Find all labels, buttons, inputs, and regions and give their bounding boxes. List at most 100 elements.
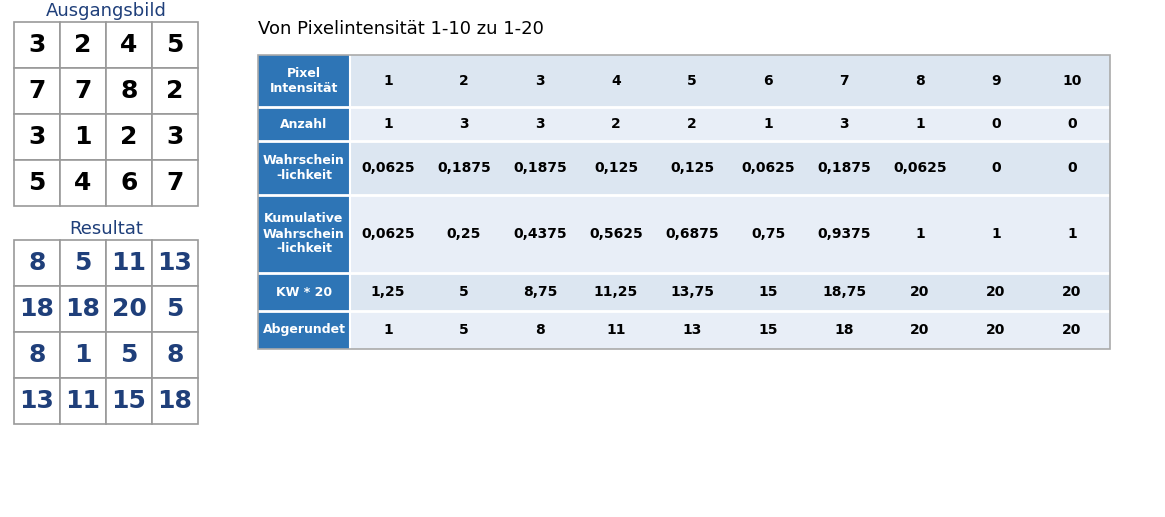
Bar xyxy=(257,195,349,273)
Bar xyxy=(350,311,426,349)
Text: KW * 20: KW * 20 xyxy=(276,285,332,298)
Text: 3: 3 xyxy=(839,117,849,131)
Bar xyxy=(61,286,106,332)
Text: 13: 13 xyxy=(157,251,192,275)
Bar xyxy=(151,332,198,378)
Bar xyxy=(730,107,806,141)
Text: 20: 20 xyxy=(910,323,930,337)
Bar xyxy=(730,55,806,107)
Bar xyxy=(151,286,198,332)
Text: 3: 3 xyxy=(535,117,545,131)
Text: 6: 6 xyxy=(763,74,772,88)
Text: 11: 11 xyxy=(112,251,147,275)
Bar xyxy=(730,273,806,311)
Bar xyxy=(578,141,654,195)
Bar xyxy=(654,107,730,141)
Text: 20: 20 xyxy=(910,285,930,299)
Bar xyxy=(14,240,61,286)
Text: Abgerundet: Abgerundet xyxy=(262,324,346,337)
Text: 0,9375: 0,9375 xyxy=(818,227,870,241)
Text: 1: 1 xyxy=(916,227,925,241)
Text: 0,1875: 0,1875 xyxy=(817,161,871,175)
Bar xyxy=(1035,107,1110,141)
Bar xyxy=(502,195,578,273)
Bar xyxy=(578,107,654,141)
Bar xyxy=(257,141,349,195)
Text: 5: 5 xyxy=(28,171,45,195)
Bar xyxy=(257,311,349,349)
Bar xyxy=(806,311,882,349)
Bar xyxy=(806,195,882,273)
Bar xyxy=(61,240,106,286)
Bar xyxy=(106,68,151,114)
Text: 0: 0 xyxy=(1067,117,1076,131)
Text: 1: 1 xyxy=(383,117,393,131)
Text: 13: 13 xyxy=(20,389,55,413)
Text: 4: 4 xyxy=(612,74,621,88)
Text: 15: 15 xyxy=(112,389,147,413)
Text: Ausgangsbild: Ausgangsbild xyxy=(45,2,167,20)
Text: 0,1875: 0,1875 xyxy=(437,161,490,175)
Bar xyxy=(1035,55,1110,107)
Text: 13: 13 xyxy=(683,323,701,337)
Text: 7: 7 xyxy=(75,79,92,103)
Bar xyxy=(730,195,806,273)
Text: 2: 2 xyxy=(167,79,184,103)
Text: 11: 11 xyxy=(606,323,626,337)
Bar xyxy=(654,55,730,107)
Bar xyxy=(578,55,654,107)
Text: 18,75: 18,75 xyxy=(822,285,866,299)
Bar xyxy=(426,107,502,141)
Bar xyxy=(106,332,151,378)
Text: 8,75: 8,75 xyxy=(523,285,557,299)
Text: 7: 7 xyxy=(167,171,184,195)
Bar xyxy=(730,311,806,349)
Text: 4: 4 xyxy=(120,33,137,57)
Bar xyxy=(426,55,502,107)
Text: 0,0625: 0,0625 xyxy=(361,161,415,175)
Text: 2: 2 xyxy=(75,33,92,57)
Bar xyxy=(151,160,198,206)
Text: 3: 3 xyxy=(167,125,184,149)
Bar xyxy=(106,160,151,206)
Bar xyxy=(882,107,958,141)
Bar xyxy=(61,378,106,424)
Bar xyxy=(257,55,349,107)
Text: 8: 8 xyxy=(535,323,545,337)
Bar xyxy=(106,22,151,68)
Bar xyxy=(151,22,198,68)
Text: Anzahl: Anzahl xyxy=(281,117,327,130)
Text: Von Pixelintensität 1-10 zu 1-20: Von Pixelintensität 1-10 zu 1-20 xyxy=(257,20,544,38)
Text: 8: 8 xyxy=(120,79,137,103)
Text: 5: 5 xyxy=(459,323,468,337)
Bar xyxy=(882,273,958,311)
Bar xyxy=(502,311,578,349)
Text: 7: 7 xyxy=(28,79,45,103)
Text: 0,75: 0,75 xyxy=(751,227,785,241)
Bar xyxy=(61,22,106,68)
Text: 2: 2 xyxy=(459,74,468,88)
Text: 1,25: 1,25 xyxy=(370,285,405,299)
Text: 5: 5 xyxy=(459,285,468,299)
Text: 1: 1 xyxy=(991,227,1001,241)
Bar xyxy=(151,114,198,160)
Bar xyxy=(654,273,730,311)
Text: Resultat: Resultat xyxy=(69,220,143,238)
Bar xyxy=(882,55,958,107)
Bar xyxy=(806,107,882,141)
Text: 1: 1 xyxy=(75,343,92,367)
Text: 1: 1 xyxy=(1067,227,1076,241)
Bar xyxy=(106,378,151,424)
Bar xyxy=(1035,311,1110,349)
Bar xyxy=(14,332,61,378)
Bar xyxy=(882,195,958,273)
Bar xyxy=(350,195,426,273)
Text: 8: 8 xyxy=(167,343,184,367)
Bar xyxy=(578,273,654,311)
Text: 0,4375: 0,4375 xyxy=(514,227,567,241)
Text: 13,75: 13,75 xyxy=(670,285,714,299)
Bar xyxy=(106,240,151,286)
Text: 1: 1 xyxy=(916,117,925,131)
Bar xyxy=(958,107,1035,141)
Text: 2: 2 xyxy=(687,117,697,131)
